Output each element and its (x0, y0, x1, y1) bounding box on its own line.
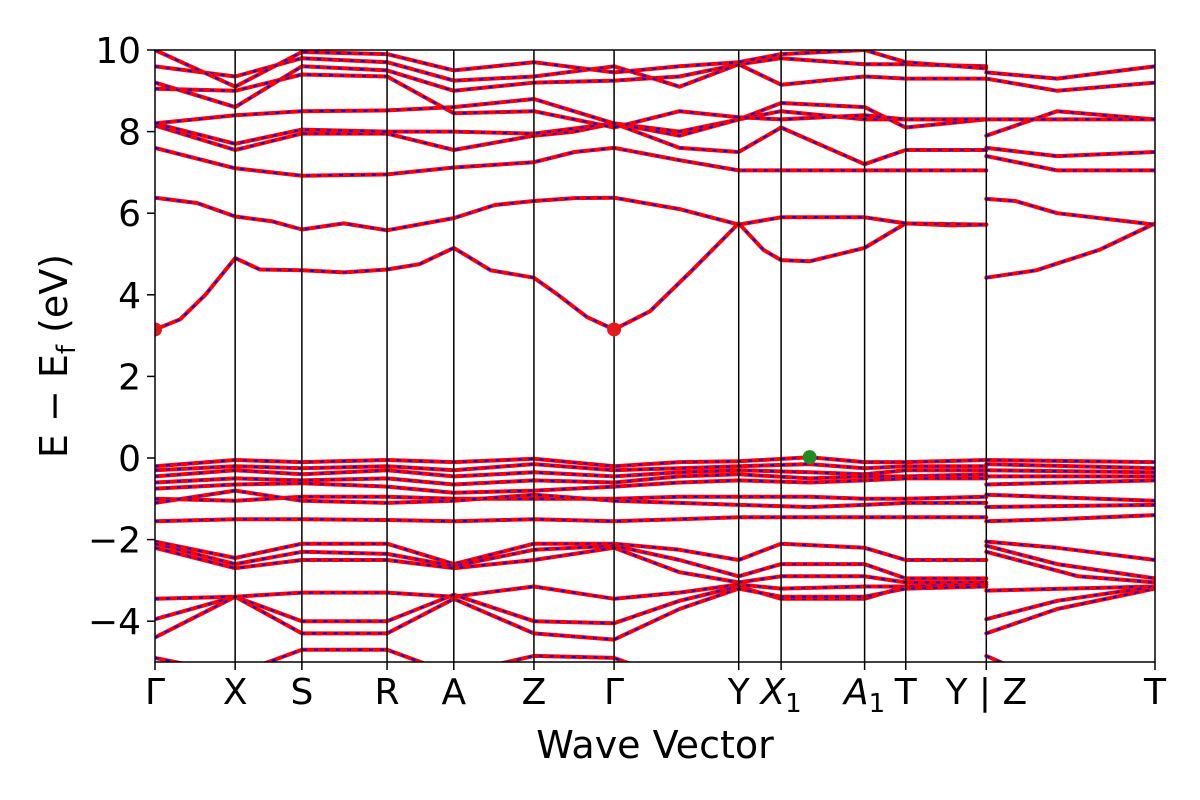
band-c2z-overlay (986, 197, 1155, 226)
band-c4-overlay (155, 122, 987, 166)
band-v11z-overlay (986, 550, 1155, 584)
band-c2 (155, 195, 989, 233)
band-v2z (984, 462, 1155, 471)
x-tick-label: X (223, 672, 248, 713)
band-c4z (984, 145, 1155, 159)
bands-layer (155, 50, 1155, 662)
x-tick-label: Y (727, 672, 751, 713)
y-tick-label: 8 (118, 113, 141, 154)
y-tick-label: 6 (118, 194, 141, 235)
y-tick-label: −2 (88, 521, 141, 562)
band-c1-overlay (155, 221, 987, 331)
x-tick-label: Z (522, 672, 547, 713)
band-c1 (155, 221, 989, 332)
x-tick-label: S (290, 672, 313, 713)
kpoint-separators (234, 50, 988, 662)
y-axis-title-subscript: f (52, 344, 82, 354)
band-v9z-overlay (986, 540, 1155, 561)
band-v14z-overlay (985, 587, 1155, 635)
band-c5z-overlay (985, 110, 1155, 137)
band-v3z (984, 468, 1155, 475)
band-v1z (984, 458, 1155, 465)
band-c7z-overlay (986, 77, 1155, 92)
band-c1z-overlay (986, 222, 1155, 279)
extrema-markers (155, 322, 817, 465)
x-tick-label: A1 (842, 672, 885, 719)
y-tick-label: 2 (118, 357, 141, 398)
y-axis-title-main: E − E (32, 354, 76, 458)
x-tick-label: Γ (604, 672, 624, 713)
band-v15z (984, 653, 1006, 662)
band-v7z (984, 502, 1155, 509)
y-axis-title: E − Ef (eV) (32, 254, 82, 458)
y-axis-ticks: −4 −2 0 2 4 6 8 10 (88, 31, 155, 643)
band-c3z-overlay (986, 155, 1155, 172)
y-tick-label: 0 (118, 439, 141, 480)
x-tick-label: Y | Z (944, 672, 1027, 713)
band-v13z-overlay (986, 585, 1155, 621)
vbm-marker (802, 450, 817, 465)
y-tick-label: 4 (118, 276, 141, 317)
cbm-marker (155, 322, 162, 337)
band-c8z (984, 64, 1155, 81)
band-c8z-overlay (986, 65, 1155, 80)
band-v5z (984, 478, 1155, 487)
band-c4z-overlay (986, 146, 1155, 158)
x-tick-label: R (375, 672, 400, 713)
band-c3 (155, 145, 989, 178)
band-v15 (155, 647, 632, 662)
band-v6z (984, 492, 1155, 503)
band-c5z (984, 109, 1155, 138)
plot-frame (154, 49, 1156, 663)
y-axis-title-unit: (eV) (32, 254, 76, 345)
x-tick-label: Γ (145, 672, 165, 713)
band-v12z (984, 584, 1155, 593)
x-tick-label: X1 (758, 672, 801, 719)
band-c3z (984, 154, 1155, 173)
band-c1z (984, 221, 1155, 280)
band-v8z-overlay (986, 514, 1155, 523)
band-v10z-overlay (986, 544, 1155, 580)
x-tick-label: A (441, 672, 466, 713)
band-c2-overlay (155, 196, 987, 232)
x-axis-title: Wave Vector (536, 723, 774, 767)
x-tick-label: T (1143, 672, 1167, 713)
y-tick-label: 10 (95, 31, 141, 72)
cbm-marker (607, 322, 622, 337)
y-tick-label: −4 (88, 602, 141, 643)
x-tick-label: T (894, 672, 918, 713)
